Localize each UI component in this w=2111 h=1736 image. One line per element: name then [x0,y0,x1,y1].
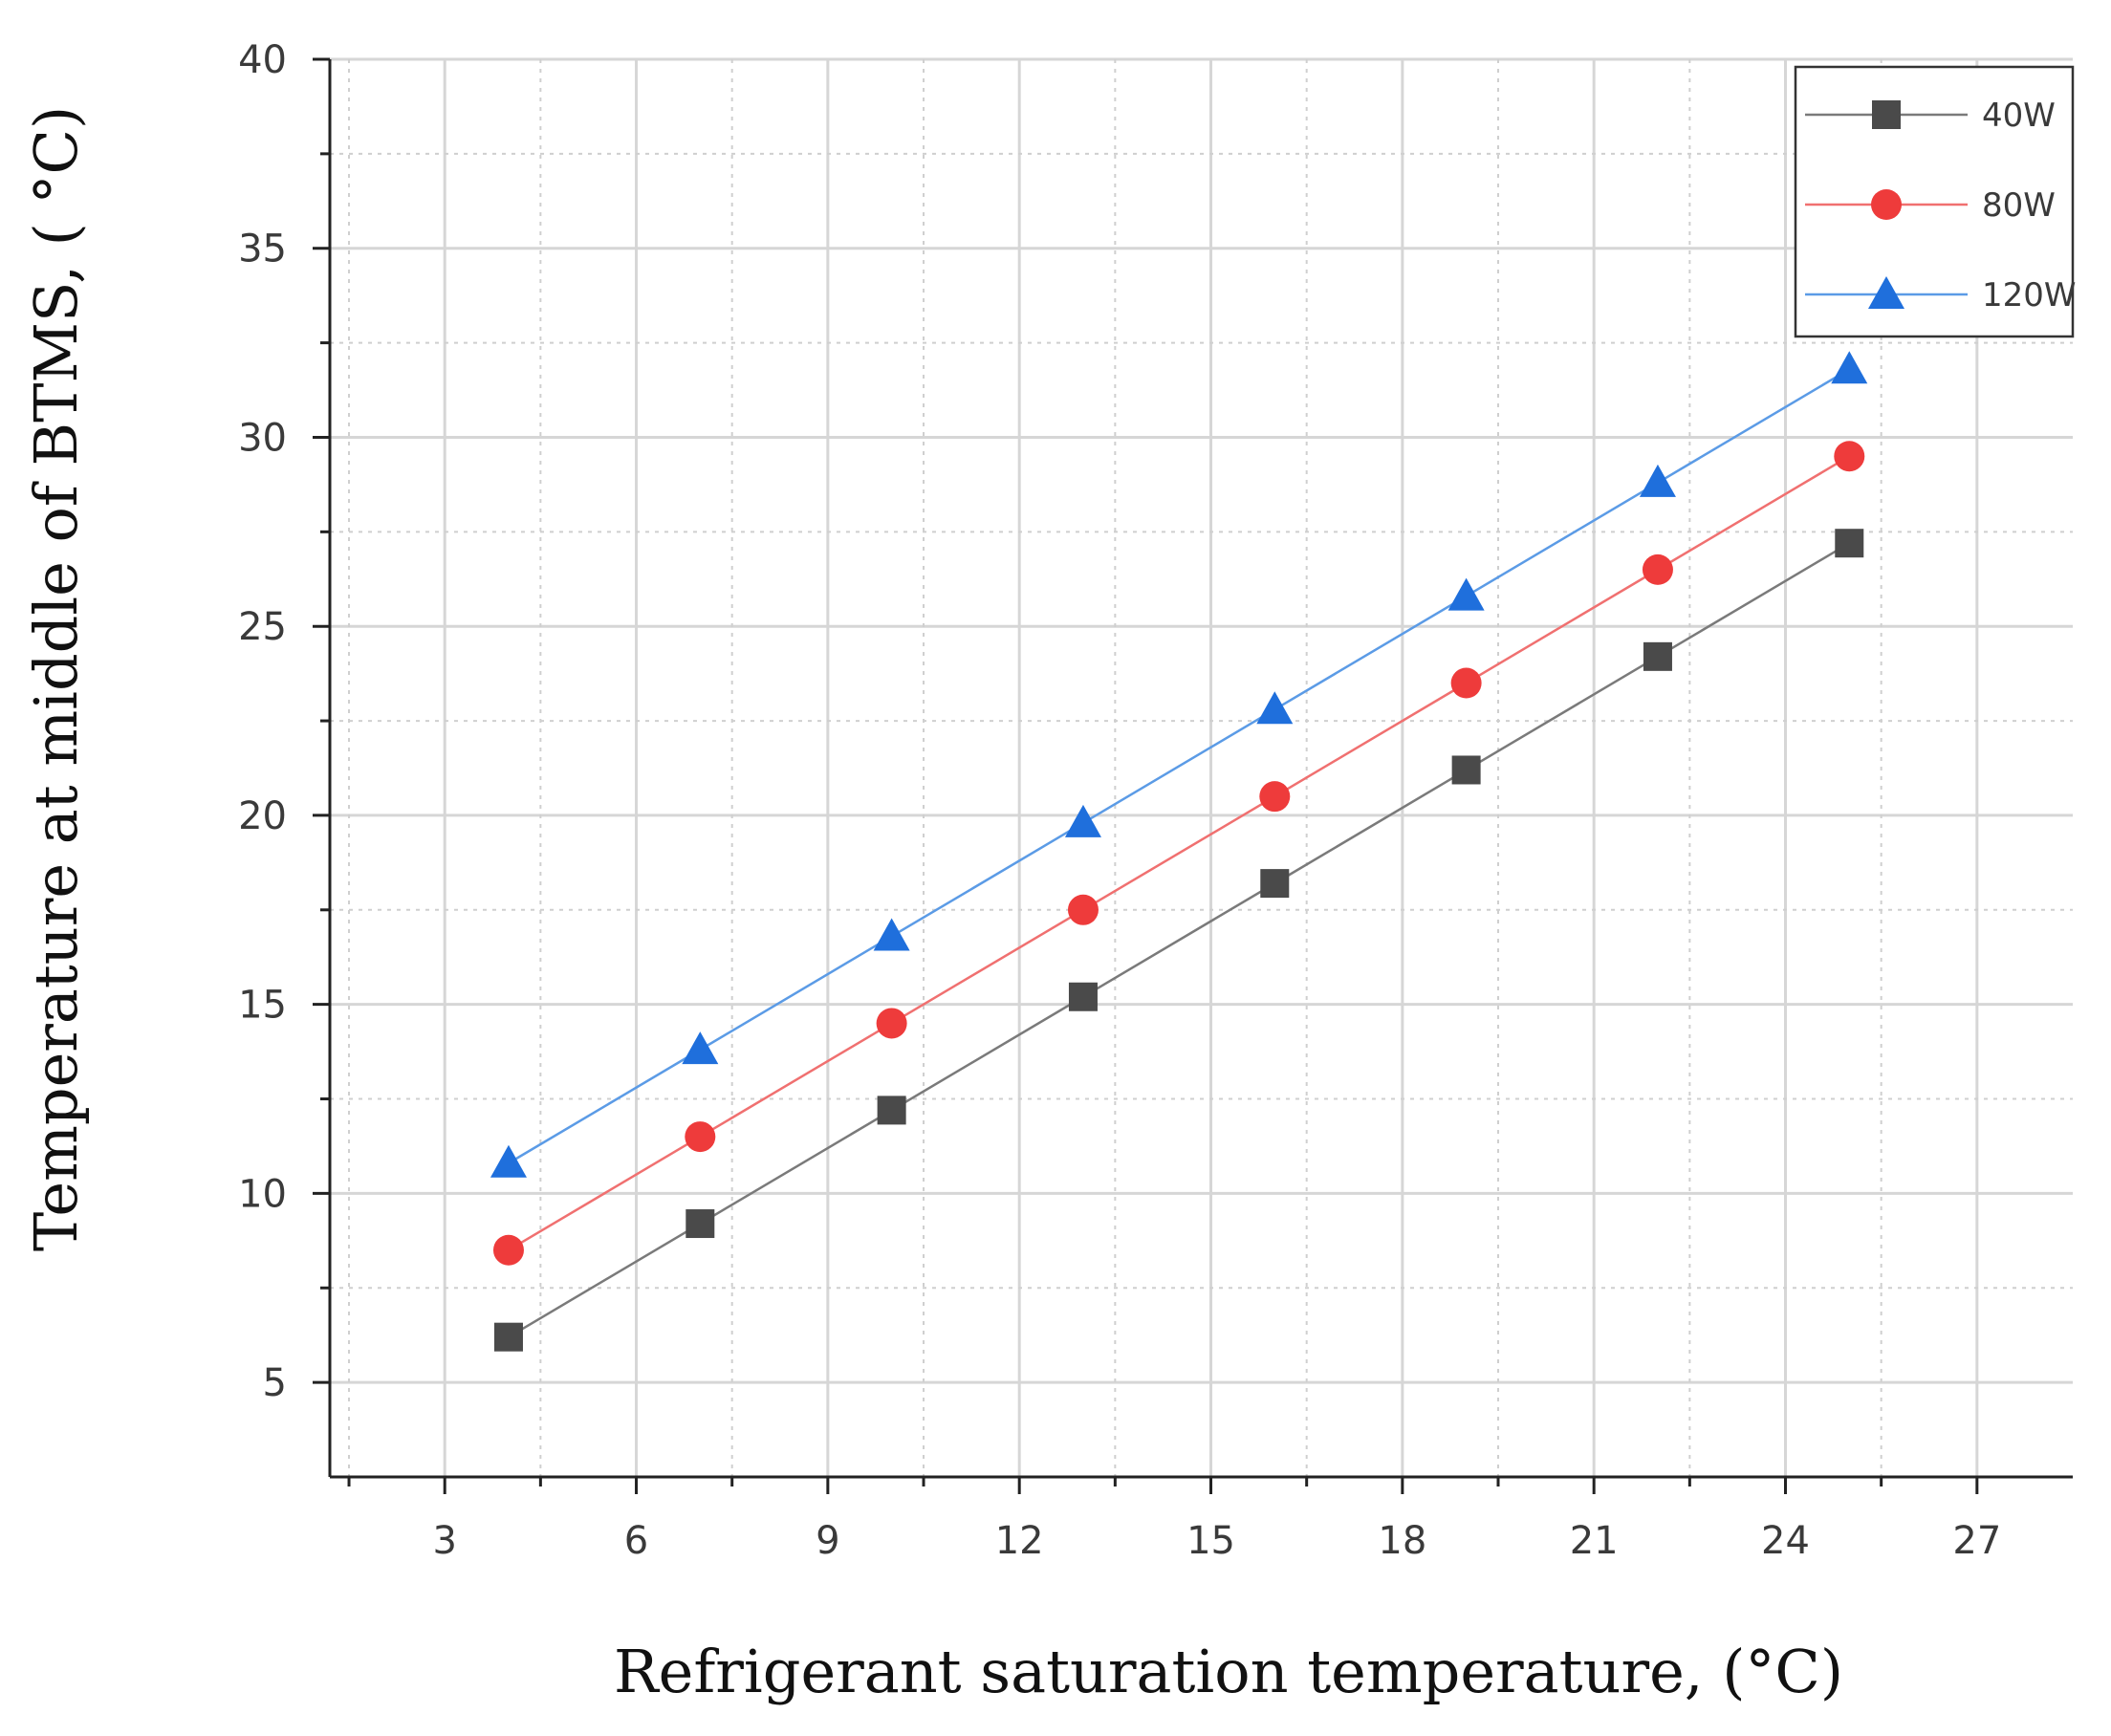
x-tick-label: 9 [816,1519,839,1563]
x-tick-label: 12 [995,1519,1044,1563]
axes: 3 6 9 12 15 18 21 24 27 5 10 15 20 25 30 35 40 [238,38,2073,1563]
data-point [873,918,910,951]
data-point [682,1031,719,1065]
x-tick-label: 27 [1952,1519,2001,1563]
legend-marker [1871,189,1902,220]
data-point [1067,894,1099,925]
legend-box [1794,65,2075,338]
data-point [1260,869,1290,899]
data-point [686,1209,715,1239]
y-tick-label: 15 [238,984,287,1028]
legend-item-40w: 40W [1805,97,2056,135]
data-point [1834,441,1865,472]
x-tick-label: 21 [1570,1519,1619,1563]
data-point [1639,464,1676,497]
legend-label: 40W [1982,97,2056,135]
x-tick-label: 24 [1761,1519,1810,1563]
series-line [508,542,1850,1338]
x-tick-label: 15 [1186,1519,1235,1563]
y-tick-label: 10 [238,1172,287,1216]
y-tick-label: 5 [263,1361,287,1405]
data-point [1835,529,1864,558]
legend-marker [1868,276,1904,309]
data-point [1450,667,1482,699]
legend-marker [1872,100,1901,129]
data-point [1831,351,1868,384]
data-point [1259,781,1291,813]
data-point [1642,553,1673,585]
x-tick-label: 6 [624,1519,648,1563]
legend-label: 80W [1982,186,2056,225]
y-tick-label: 25 [238,605,287,649]
data-point [493,1322,523,1352]
y-tick-label: 30 [238,416,287,460]
data-point [685,1121,716,1153]
data-point [1451,755,1481,785]
series-40w [493,529,1864,1352]
legend-item-80w: 80W [1805,186,2056,225]
legend-item-120w: 120W [1805,276,2077,315]
grid-lines [330,57,2073,1477]
data-point [1256,691,1294,725]
y-tick-label: 20 [238,794,287,838]
x-tick-label: 3 [432,1519,456,1563]
series-80w [492,441,1865,1266]
x-tick-label: 18 [1378,1519,1426,1563]
series-120w [490,351,1868,1178]
data-point [492,1234,524,1266]
series-line [508,368,1850,1164]
data-point [1064,804,1101,837]
data-point [1643,641,1672,671]
x-axis-title: Refrigerant saturation temperature, (°C) [614,1637,1843,1706]
y-tick-label: 35 [238,228,287,271]
data-point [876,1008,907,1039]
y-axis-title: Temperature at middle of BTMS, ( °C) [21,106,91,1251]
legend-label: 120W [1982,276,2077,315]
data-point [877,1096,906,1125]
series-line [508,455,1850,1251]
data-point [1447,577,1485,611]
legend: 40W 80W 120W [1794,65,2077,338]
data-point [490,1144,527,1178]
data-point [1068,982,1098,1011]
y-tick-label: 40 [238,38,287,82]
series-group [490,351,1868,1352]
